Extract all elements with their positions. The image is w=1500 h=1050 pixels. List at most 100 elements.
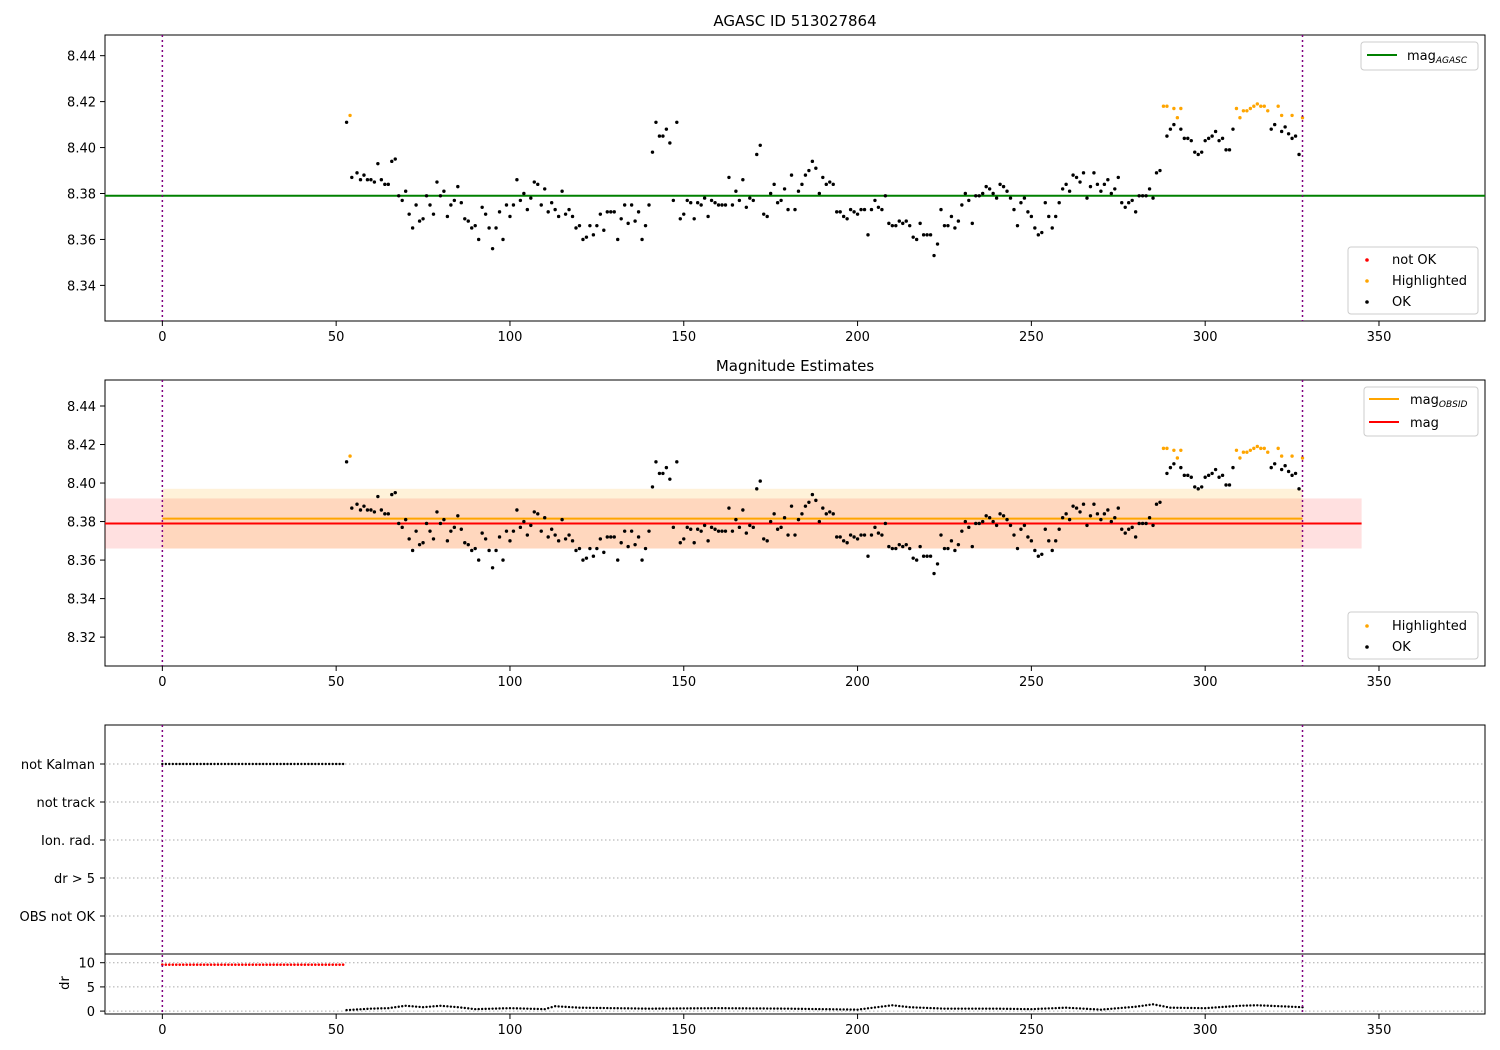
dr-point (623, 1007, 626, 1010)
dr-point (619, 1007, 623, 1010)
point-ok (605, 535, 609, 539)
dr-point (435, 1004, 439, 1008)
dr-point (918, 1006, 922, 1009)
point-ok (546, 535, 550, 539)
point-ok (657, 471, 662, 476)
point-ok (1213, 129, 1218, 134)
point-ok (372, 180, 377, 184)
point-ok (549, 527, 554, 531)
point-ok (772, 512, 776, 516)
point-ok (782, 187, 787, 191)
point-ok (1043, 527, 1047, 531)
point-ok (379, 178, 384, 182)
point-ok (560, 189, 564, 193)
point-ok (699, 529, 703, 533)
x-tick-label: 250 (1019, 675, 1044, 690)
point-ok (789, 504, 794, 508)
point-ok (1182, 136, 1187, 141)
point-ok (866, 554, 870, 558)
point-ok (536, 512, 540, 516)
plot-content (105, 380, 1362, 666)
point-ok (456, 184, 460, 189)
point-ok (800, 182, 804, 187)
point-ok (789, 173, 794, 177)
point-ok (1064, 182, 1068, 187)
dr-tick-label: 0 (87, 1005, 95, 1020)
point-ok (908, 223, 912, 228)
point-ok (518, 198, 523, 203)
dr-point-high (338, 963, 341, 966)
point-ok (626, 544, 630, 549)
point-ok (640, 237, 644, 242)
legend-lines-top: magAGASC (1360, 41, 1479, 71)
point-ok (445, 539, 450, 543)
dr-point (1099, 1008, 1103, 1011)
point-ok (543, 187, 547, 191)
point-ok (845, 541, 849, 545)
point-ok (998, 512, 1002, 516)
point-ok (782, 516, 787, 520)
dr-point (939, 1007, 943, 1010)
flag-point (255, 762, 258, 766)
point-ok (751, 525, 755, 530)
point-ok (706, 214, 710, 219)
point-ok (932, 253, 936, 258)
point-ok (682, 212, 686, 216)
point-ok (1033, 226, 1037, 230)
point-ok (480, 205, 484, 209)
dr-point (543, 1007, 546, 1011)
point-ok (1186, 473, 1190, 478)
point-ok (1071, 173, 1075, 177)
point-ok (1179, 465, 1183, 470)
dr-point-high (188, 963, 192, 966)
point-ok (755, 152, 759, 157)
point-ok (716, 203, 721, 207)
dr-point (536, 1007, 539, 1011)
point-ok (1050, 226, 1054, 230)
point-ok (1231, 465, 1235, 470)
legend-marker-ok (1365, 300, 1369, 304)
point-ok (397, 521, 401, 526)
point-ok (386, 182, 390, 187)
dr-point (515, 1007, 519, 1010)
point-ok (421, 541, 425, 545)
point-ok (497, 535, 502, 539)
dr-point (856, 1008, 859, 1011)
dr-point (1037, 1007, 1040, 1011)
point-ok (539, 203, 543, 207)
dr-point (741, 1007, 745, 1010)
dr-point-high (192, 963, 195, 966)
dr-point (717, 1006, 720, 1010)
dr-point (491, 1007, 494, 1010)
point-ok (650, 485, 655, 489)
point-ok (1123, 531, 1127, 535)
point-ok (984, 184, 988, 189)
point-ok (807, 168, 811, 173)
dr-point (637, 1007, 640, 1010)
point-ok (584, 556, 589, 560)
point-ok (511, 203, 516, 207)
flag-point (279, 762, 282, 766)
dr-point-high (296, 963, 300, 966)
point-ok (730, 203, 735, 207)
point-ok (737, 198, 742, 203)
point-ok (817, 519, 822, 524)
dr-point (1224, 1005, 1228, 1008)
flag-point (213, 762, 216, 766)
dr-point (467, 1007, 470, 1010)
dr-point (348, 1008, 352, 1012)
x-tick-label: 200 (845, 675, 870, 690)
dr-point (1193, 1006, 1196, 1010)
point-ok (546, 210, 550, 214)
point-ok (515, 508, 519, 512)
dr-point-high (244, 963, 248, 966)
dr-point (1064, 1006, 1068, 1009)
point-ok (675, 120, 679, 124)
point-ok (1137, 194, 1141, 198)
point-highlighted (1252, 104, 1256, 108)
dr-point (772, 1007, 776, 1010)
point-ok (390, 492, 394, 497)
point-ok (452, 525, 457, 530)
flag-point (216, 762, 220, 766)
dr-point-high (307, 963, 310, 966)
